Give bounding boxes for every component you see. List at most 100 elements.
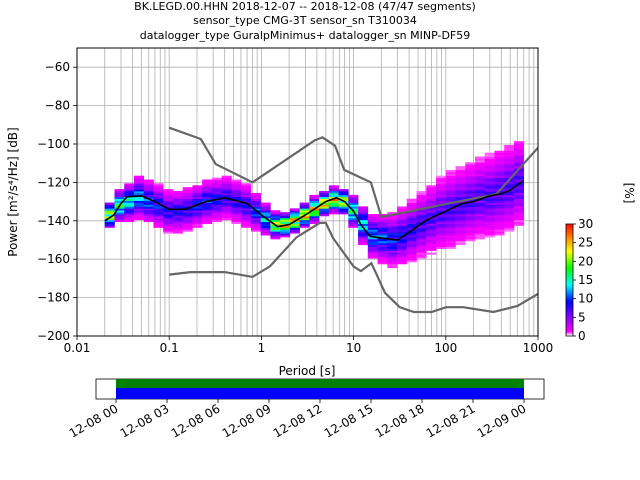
heatmap-cell [172, 210, 184, 213]
heatmap-cell [455, 216, 466, 219]
heatmap-cell [143, 210, 154, 213]
heatmap-cell [484, 160, 495, 163]
heatmap-cell [416, 192, 427, 196]
heatmap-cell [221, 187, 232, 190]
heatmap-cell [241, 216, 252, 219]
heatmap-cell [163, 231, 174, 234]
heatmap-cell [387, 240, 398, 244]
heatmap-cell [406, 252, 417, 255]
heatmap-cell [455, 173, 466, 176]
heatmap-cell [475, 210, 486, 213]
heatmap-cell [504, 185, 515, 188]
heatmap-cell [172, 206, 184, 209]
heatmap-cell [231, 202, 242, 205]
heatmap-cell [494, 166, 505, 169]
heatmap-cell [124, 210, 135, 213]
heatmap-cell [182, 191, 193, 194]
heatmap-cell [513, 187, 525, 190]
heatmap-cell [270, 227, 281, 230]
heatmap-cell [445, 187, 456, 190]
colorbar-step [566, 314, 573, 317]
heatmap-cell [484, 235, 495, 238]
heatmap-cell [260, 233, 271, 236]
heatmap-cell [406, 214, 417, 217]
colorbar-step [566, 310, 573, 313]
heatmap-cell [172, 192, 184, 196]
heatmap-cell [163, 216, 174, 219]
heatmap-cell [436, 198, 447, 201]
heatmap-cell [299, 216, 310, 219]
heatmap-cell [202, 206, 213, 209]
heatmap-cell [475, 216, 486, 219]
heatmap-cell [436, 177, 447, 180]
heatmap-cell [513, 194, 525, 198]
heatmap-cell [270, 233, 281, 236]
heatmap-cell [465, 206, 476, 209]
heatmap-cell [133, 198, 145, 201]
heatmap-cell [484, 210, 495, 213]
heatmap-cell [436, 194, 447, 198]
heatmap-cell [338, 194, 349, 198]
heatmap-cell [202, 181, 213, 184]
heatmap-cell [494, 162, 505, 165]
heatmap-cell [416, 242, 427, 246]
heatmap-cell [241, 183, 252, 186]
heatmap-cell [221, 179, 232, 182]
heatmap-cell [494, 183, 505, 186]
y-tick-label: −60 [45, 60, 70, 74]
coverage-tick-label: 12-08 12 [271, 401, 325, 440]
heatmap-cell [211, 183, 222, 186]
heatmap-cell [484, 202, 495, 205]
heatmap-cell [289, 227, 300, 230]
heatmap-cell [436, 235, 447, 238]
heatmap-cell [455, 177, 466, 180]
heatmap-cell [426, 196, 437, 200]
heatmap-cell [299, 206, 310, 209]
heatmap-cell [455, 204, 466, 207]
heatmap-cell [504, 144, 515, 148]
heatmap-cell [348, 194, 359, 198]
heatmap-cell [260, 223, 271, 226]
heatmap-cell [513, 217, 525, 221]
heatmap-cell [192, 214, 203, 217]
heatmap-cell [436, 214, 447, 217]
colorbar-step [566, 252, 573, 255]
heatmap-cell [143, 214, 154, 217]
heatmap-cell [436, 223, 447, 226]
heatmap-cell [231, 219, 242, 223]
colorbar-label: [%] [622, 183, 636, 204]
heatmap-cell [504, 227, 515, 230]
heatmap-cell [153, 185, 164, 188]
heatmap-cell [241, 214, 252, 217]
heatmap-cell [241, 223, 252, 226]
heatmap-cell [280, 221, 291, 224]
heatmap-cell [513, 143, 525, 146]
heatmap-cell [124, 202, 135, 205]
heatmap-cell [270, 231, 281, 234]
x-axis-ticks: 0.01 0.1 1 10 100 1000 [64, 336, 553, 355]
heatmap-cell [358, 239, 369, 242]
heatmap-cell [182, 200, 193, 203]
heatmap-cell [163, 192, 174, 196]
heatmap-cell [504, 146, 515, 150]
heatmap-cell [397, 260, 408, 263]
heatmap-cell [494, 210, 505, 213]
heatmap-cell [153, 225, 164, 228]
heatmap-cell [445, 216, 456, 219]
colorbar-tick-label: 0 [578, 329, 586, 343]
heatmap-cell [153, 196, 164, 200]
heatmap-cell [416, 227, 427, 230]
heatmap-cell [465, 219, 476, 223]
heatmap-cell [299, 223, 310, 226]
heatmap-cell [104, 223, 115, 226]
heatmap-cell [513, 164, 525, 167]
heatmap-cell [182, 225, 193, 228]
heatmap-cell [387, 248, 398, 251]
heatmap-cell [455, 242, 466, 246]
heatmap-cell [426, 189, 437, 192]
heatmap-cell [114, 217, 125, 221]
heatmap-cell [504, 198, 515, 201]
heatmap-cell [231, 212, 242, 215]
heatmap-cell [250, 200, 261, 203]
